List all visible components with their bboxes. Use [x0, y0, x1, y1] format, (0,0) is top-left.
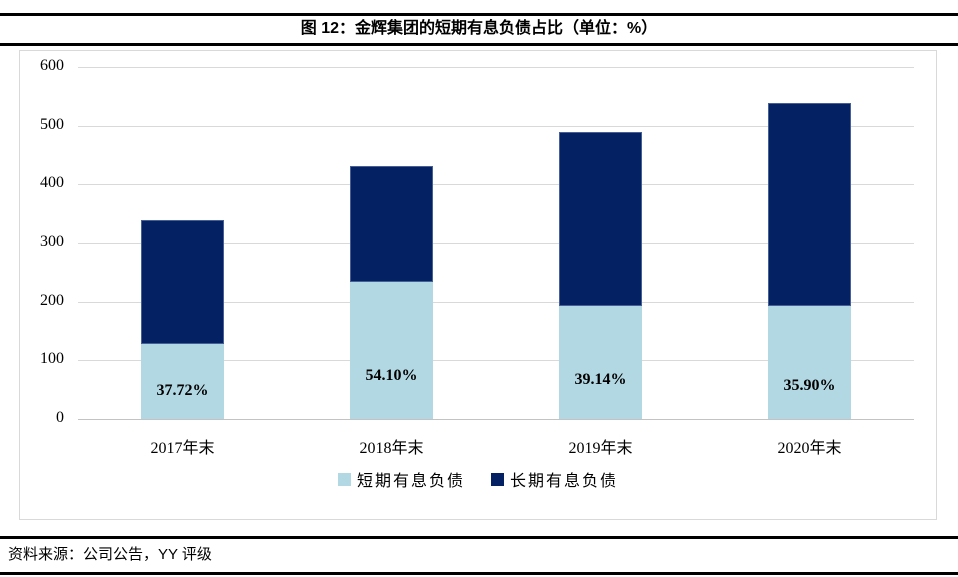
source-note: 资料来源：公司公告，YY 评级: [8, 546, 212, 563]
gridline: [78, 243, 914, 244]
gridline: [78, 360, 914, 362]
legend-label-short-term: 短期有息负债: [356, 473, 465, 490]
bar-percent-label: 54.10%: [365, 366, 418, 384]
figure-title: 图 12：金辉集团的短期有息负债占比（单位：%）: [300, 20, 658, 37]
y-axis-tick-label: 200: [40, 291, 64, 309]
legend-swatch-short-term-icon: [337, 472, 351, 486]
long-term-segment: [141, 219, 224, 344]
y-axis-tick-label: 600: [40, 57, 64, 74]
bar-stack: 54.10%: [350, 165, 433, 419]
y-axis-tick-label: 500: [40, 115, 64, 133]
bottom-rule: [0, 572, 958, 575]
short-term-segment: [559, 306, 642, 419]
short-term-segment: [141, 343, 224, 419]
footer-top-rule: [0, 536, 958, 539]
y-axis-tick-label: 400: [40, 174, 64, 192]
legend-label-long-term: 长期有息负债: [510, 473, 619, 490]
short-term-segment: [768, 305, 851, 419]
long-term-segment: [768, 103, 851, 306]
y-axis-tick-label: 300: [40, 233, 64, 250]
bar-stack: 39.14%: [559, 131, 642, 419]
title-bottom-rule: [0, 43, 958, 46]
chart-frame: 0 100 200 300 400 500 600 37.72% 2017年末 54.10% 201…: [19, 50, 937, 520]
x-axis-label: 2017年末: [150, 440, 215, 457]
bar-stack: 35.90%: [768, 103, 851, 419]
bar-percent-label: 39.14%: [574, 371, 627, 388]
x-axis-label: 2020年末: [777, 440, 842, 457]
gridline: [78, 184, 914, 186]
bar-stack: 37.72%: [141, 219, 224, 419]
x-axis-line: [78, 419, 914, 420]
gridline: [78, 125, 914, 127]
legend: 短期有息负债 长期有息负债: [20, 467, 936, 491]
legend-swatch-long-term-icon: [491, 472, 504, 486]
legend-item-long-term: 长期有息负债: [491, 467, 618, 491]
short-term-segment: [350, 281, 433, 419]
long-term-segment: [559, 131, 642, 307]
gridline: [78, 301, 914, 303]
legend-item-short-term: 短期有息负债: [337, 467, 465, 491]
top-rule: [0, 13, 958, 16]
bar-percent-label: 35.90%: [783, 376, 836, 394]
y-axis-tick-label: 100: [40, 350, 64, 368]
x-axis-label: 2018年末: [359, 440, 424, 457]
bar-percent-label: 37.72%: [156, 382, 209, 399]
long-term-segment: [350, 165, 433, 282]
y-axis-tick-label: 0: [56, 409, 64, 426]
x-axis-label: 2019年末: [568, 440, 633, 457]
gridline: [78, 67, 914, 68]
